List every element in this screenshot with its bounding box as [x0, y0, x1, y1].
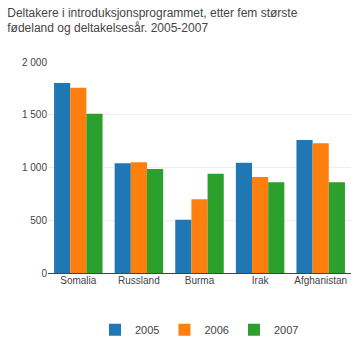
- svg-text:Russland: Russland: [118, 275, 160, 286]
- svg-text:Somalia: Somalia: [60, 275, 97, 286]
- svg-text:1 500: 1 500: [22, 109, 47, 120]
- svg-text:1 000: 1 000: [22, 162, 47, 173]
- svg-text:Irak: Irak: [252, 275, 270, 286]
- svg-text:2006: 2006: [204, 324, 228, 336]
- svg-text:2005: 2005: [135, 324, 159, 336]
- svg-text:Deltakere i introduksjonsprogr: Deltakere i introduksjonsprogrammet, ett…: [7, 6, 297, 36]
- svg-text:Afghanistan: Afghanistan: [294, 275, 347, 286]
- svg-text:Burma: Burma: [185, 275, 215, 286]
- svg-text:500: 500: [30, 215, 47, 226]
- svg-text:2 000: 2 000: [22, 57, 47, 68]
- svg-text:0: 0: [41, 268, 47, 279]
- svg-text:2007: 2007: [274, 324, 298, 336]
